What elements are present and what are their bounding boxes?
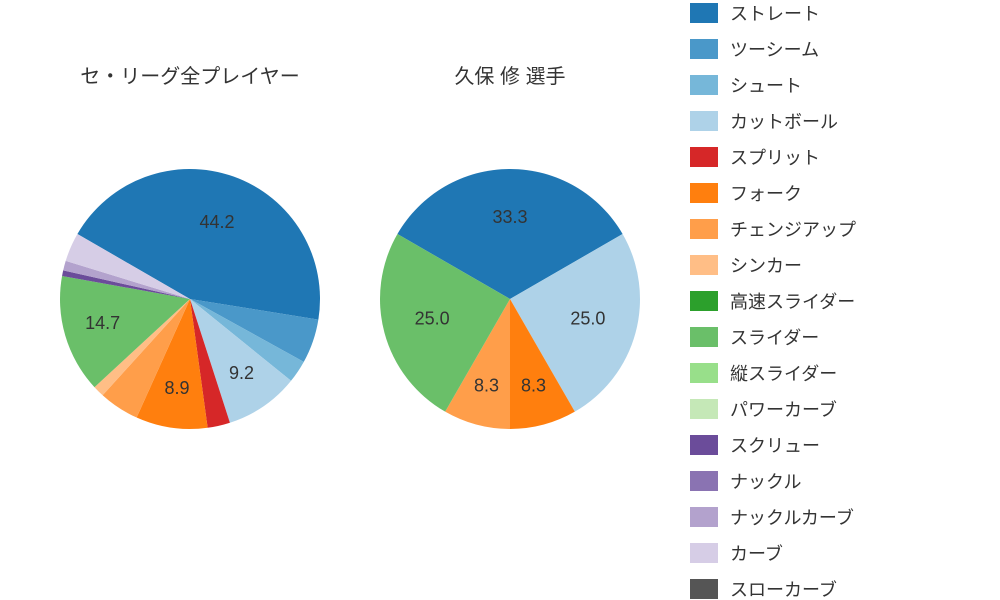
pie-svg: 33.3 25.0 8.3 8.3 25.0 xyxy=(360,99,660,449)
legend-item: シンカー xyxy=(690,252,1000,278)
legend-item: 高速スライダー xyxy=(690,288,1000,314)
legend-label: ツーシーム xyxy=(730,36,819,62)
legend-swatch xyxy=(690,543,718,563)
legend-item: スプリット xyxy=(690,144,1000,170)
legend-swatch xyxy=(690,471,718,491)
legend-swatch xyxy=(690,507,718,527)
legend-label: シュート xyxy=(730,72,802,98)
legend-item: スクリュー xyxy=(690,432,1000,458)
legend-swatch xyxy=(690,147,718,167)
legend-swatch xyxy=(690,579,718,599)
chart-title: セ・リーグ全プレイヤー xyxy=(40,60,340,89)
legend-swatch xyxy=(690,39,718,59)
legend-label: カットボール xyxy=(730,108,838,134)
legend-item: カットボール xyxy=(690,108,1000,134)
legend-label: スプリット xyxy=(730,144,820,170)
legend-swatch xyxy=(690,183,718,203)
legend-swatch xyxy=(690,75,718,95)
legend-label: シンカー xyxy=(730,252,802,278)
legend-item: パワーカーブ xyxy=(690,396,1000,422)
legend-item: スライダー xyxy=(690,324,1000,350)
chart-title: 久保 修 選手 xyxy=(360,60,660,89)
legend-label: スクリュー xyxy=(730,432,820,458)
legend-item: ツーシーム xyxy=(690,36,1000,62)
legend-label: パワーカーブ xyxy=(730,396,837,422)
legend-swatch xyxy=(690,219,718,239)
legend-item: ストレート xyxy=(690,0,1000,26)
slice-label: 44.2 xyxy=(199,212,234,232)
legend-swatch xyxy=(690,363,718,383)
slice-label: 8.9 xyxy=(164,378,189,398)
pie-chart: 久保 修 選手 33.3 25.0 8.3 8.3 25.0 xyxy=(360,60,660,454)
legend: ストレートツーシームシュートカットボールスプリットフォークチェンジアップシンカー… xyxy=(680,0,1000,600)
slice-label: 9.2 xyxy=(229,363,254,383)
legend-item: チェンジアップ xyxy=(690,216,1000,242)
legend-swatch xyxy=(690,399,718,419)
pie-chart: セ・リーグ全プレイヤー 44.2 9.2 8.9 14.7 xyxy=(40,60,340,454)
slice-label: 8.3 xyxy=(474,376,499,396)
legend-swatch xyxy=(690,255,718,275)
legend-label: カーブ xyxy=(730,540,783,566)
legend-label: ストレート xyxy=(730,0,820,26)
slice-label: 14.7 xyxy=(85,313,120,333)
legend-label: チェンジアップ xyxy=(730,216,856,242)
legend-item: シュート xyxy=(690,72,1000,98)
chart-container: セ・リーグ全プレイヤー 44.2 9.2 8.9 14.7 久保 修 選手 33.3 25.0… xyxy=(0,0,1000,600)
legend-label: ナックルカーブ xyxy=(730,504,854,530)
legend-label: フォーク xyxy=(730,180,802,206)
legend-swatch xyxy=(690,435,718,455)
legend-label: スローカーブ xyxy=(730,576,837,600)
legend-item: ナックル xyxy=(690,468,1000,494)
legend-label: 高速スライダー xyxy=(730,288,855,314)
legend-item: 縦スライダー xyxy=(690,360,1000,386)
slice-label: 33.3 xyxy=(492,207,527,227)
pie-svg: 44.2 9.2 8.9 14.7 xyxy=(40,99,340,449)
legend-swatch xyxy=(690,327,718,347)
legend-swatch xyxy=(690,291,718,311)
legend-label: 縦スライダー xyxy=(730,360,837,386)
legend-item: スローカーブ xyxy=(690,576,1000,600)
legend-swatch xyxy=(690,3,718,23)
slice-label: 8.3 xyxy=(521,376,546,396)
slice-label: 25.0 xyxy=(570,309,605,329)
legend-swatch xyxy=(690,111,718,131)
legend-item: フォーク xyxy=(690,180,1000,206)
legend-label: スライダー xyxy=(730,324,819,350)
legend-item: ナックルカーブ xyxy=(690,504,1000,530)
legend-label: ナックル xyxy=(730,468,801,494)
legend-item: カーブ xyxy=(690,540,1000,566)
charts-area: セ・リーグ全プレイヤー 44.2 9.2 8.9 14.7 久保 修 選手 33.3 25.0… xyxy=(0,0,680,600)
slice-label: 25.0 xyxy=(415,309,450,329)
